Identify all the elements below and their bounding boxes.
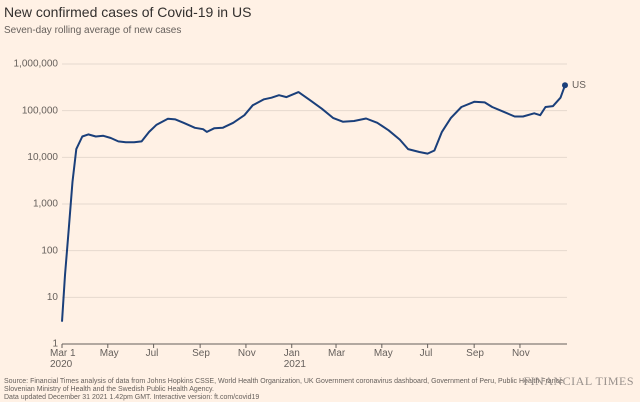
x-tick-label: Nov — [237, 348, 256, 359]
brand: FINANCIAL TIMES — [523, 374, 634, 388]
series-label: US — [572, 80, 586, 91]
y-tick-label: 100 — [41, 245, 58, 256]
end-point — [562, 82, 568, 89]
chart-title: New confirmed cases of Covid-19 in US — [4, 4, 252, 20]
y-tick-label: 10 — [47, 292, 59, 303]
x-tick-label: Mar — [328, 348, 346, 359]
chart-subtitle: Seven-day rolling average of new cases — [4, 25, 182, 36]
y-tick-label: 1 — [52, 339, 58, 350]
y-tick-label: 1,000 — [33, 199, 58, 210]
source-line: Slovenian Ministry of Health and the Swe… — [4, 386, 214, 393]
y-tick-label: 100,000 — [22, 105, 59, 116]
x-tick-label: May — [373, 348, 393, 359]
source-line: Source: Financial Times analysis of data… — [4, 378, 565, 385]
y-tick-label: 10,000 — [27, 152, 58, 163]
x-tick-label: Jan 2021 — [283, 348, 306, 370]
x-tick-label: Sep — [466, 348, 484, 359]
y-tick-label: 1,000,000 — [14, 59, 59, 70]
x-tick-label: May — [99, 348, 119, 359]
x-tick-label: Jul — [419, 348, 433, 359]
x-tick-label: Jul — [145, 348, 159, 359]
source-note: Source: Financial Times analysis of data… — [4, 378, 565, 402]
x-tick-label: Mar 1 2020 — [50, 348, 76, 370]
source-line: Data updated December 31 2021 1.42pm GMT… — [4, 394, 260, 401]
x-tick-label: Sep — [192, 348, 210, 359]
x-tick-label: Nov — [511, 348, 530, 359]
series-line — [61, 84, 566, 322]
